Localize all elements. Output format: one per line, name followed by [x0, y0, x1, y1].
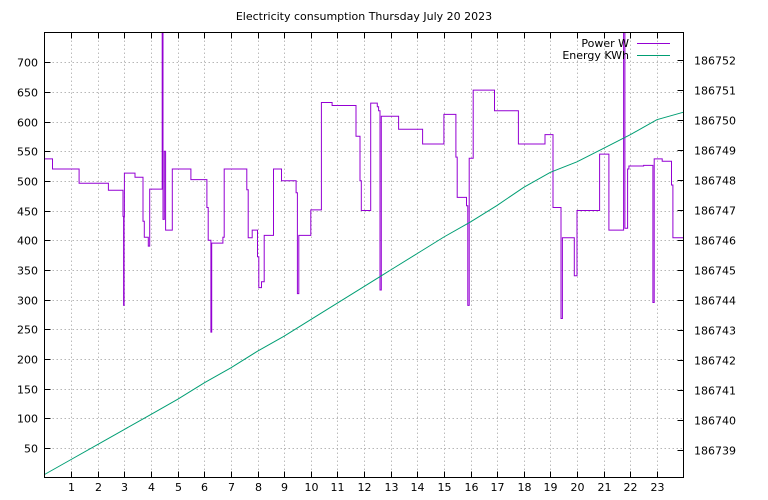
x-tick-label: 3 [121, 481, 128, 494]
y2-tick-label: 186746 [694, 235, 736, 248]
y-tick-label: 650 [17, 87, 38, 100]
y-tick-label: 450 [17, 206, 38, 219]
x-tick-label: 16 [465, 481, 479, 494]
y-tick-label: 400 [17, 235, 38, 248]
grid [44, 32, 684, 478]
x-tick-label: 19 [544, 481, 558, 494]
y2-tick-label: 186748 [694, 175, 736, 188]
x-tick-label: 18 [518, 481, 532, 494]
x-tick-label: 13 [385, 481, 399, 494]
y2-tick-label: 186744 [694, 295, 736, 308]
x-tick-label: 8 [255, 481, 262, 494]
y2-tick-label: 186749 [694, 145, 736, 158]
chart-title: Electricity consumption Thursday July 20… [236, 10, 492, 23]
x-tick-label: 15 [438, 481, 452, 494]
y2-tick-label: 186740 [694, 415, 736, 428]
series-line-energy [44, 111, 684, 475]
y-tick-label: 600 [17, 117, 38, 130]
x-tick-label: 12 [358, 481, 372, 494]
y-tick-label: 700 [17, 57, 38, 70]
x-tick-label: 23 [651, 481, 665, 494]
y-tick-label: 50 [24, 443, 38, 456]
y2-tick-label: 186743 [694, 325, 736, 338]
x-tick-label: 20 [571, 481, 585, 494]
x-tick-label: 4 [148, 481, 155, 494]
y2-tick-label: 186751 [694, 85, 736, 98]
x-tick-label: 5 [175, 481, 182, 494]
legend-label-power: Power W [581, 37, 629, 50]
x-tick-label: 9 [281, 481, 288, 494]
plot-lines [44, 32, 684, 475]
x-tick-label: 21 [598, 481, 612, 494]
x-tick-label: 14 [411, 481, 425, 494]
ticks: 1 2 3 4 5 6 7 8 9 10 11 12 13 14 15 16 17 18 19 20 21 22 23501… [17, 32, 736, 494]
y-tick-label: 300 [17, 295, 38, 308]
x-tick-label: 6 [201, 481, 208, 494]
x-tick-label: 10 [305, 481, 319, 494]
legend-label-energy: Energy KWh [562, 49, 629, 62]
series-line-power [44, 32, 684, 333]
x-tick-label: 1 [68, 481, 75, 494]
y-tick-label: 350 [17, 265, 38, 278]
y-tick-label: 200 [17, 354, 38, 367]
x-tick-label: 7 [228, 481, 235, 494]
y2-tick-label: 186750 [694, 115, 736, 128]
y-tick-label: 100 [17, 413, 38, 426]
y-tick-label: 500 [17, 176, 38, 189]
plot-border [44, 32, 684, 478]
x-tick-label: 22 [624, 481, 638, 494]
y2-tick-label: 186739 [694, 445, 736, 458]
x-tick-label: 2 [95, 481, 102, 494]
y2-tick-label: 186752 [694, 55, 736, 68]
y-tick-label: 550 [17, 146, 38, 159]
legend: Power W Energy KWh [562, 37, 670, 62]
x-tick-label: 11 [331, 481, 345, 494]
x-tick-label: 17 [491, 481, 505, 494]
y-tick-label: 150 [17, 384, 38, 397]
y2-tick-label: 186742 [694, 355, 736, 368]
y2-tick-label: 186747 [694, 205, 736, 218]
y-tick-label: 250 [17, 324, 38, 337]
y2-tick-label: 186745 [694, 265, 736, 278]
y2-tick-label: 186741 [694, 385, 736, 398]
